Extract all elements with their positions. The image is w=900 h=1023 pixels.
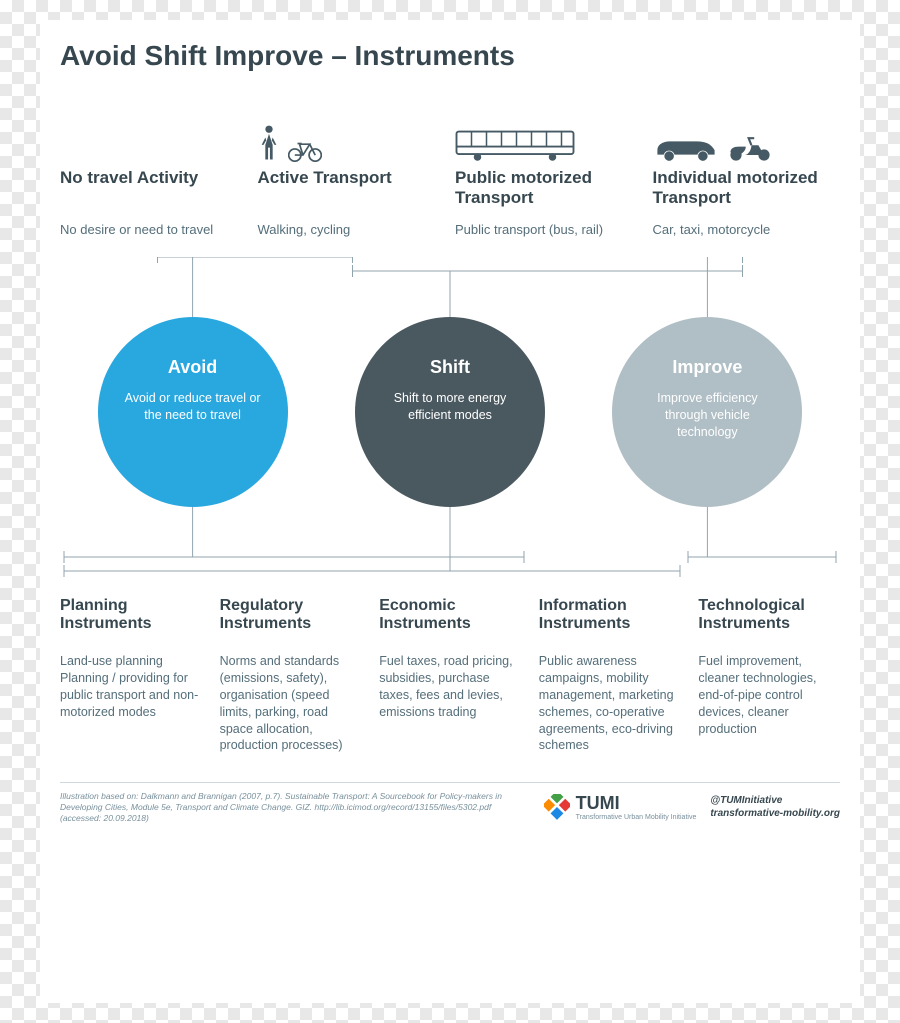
transport-active-sub: Walking, cycling	[258, 222, 446, 237]
transport-active-title: Active Transport	[258, 168, 446, 208]
circle-shift: Shift Shift to more energy efficient mode…	[355, 317, 545, 507]
instr-planning: Planning Instruments Land-use planning P…	[60, 597, 202, 754]
tumi-logo-sub: Transformative Urban Mobility Initiative	[576, 814, 697, 821]
instr-technological-title: Technological Instruments	[698, 597, 840, 637]
circle-avoid-title: Avoid	[120, 357, 266, 378]
tumi-logo: TUMI Transformative Urban Mobility Initi…	[544, 793, 697, 821]
footer: Illustration based on: Dalkmann and Bran…	[60, 782, 840, 823]
transport-public: Public motorized Transport Public transp…	[455, 112, 643, 237]
instr-technological: Technological Instruments Fuel improveme…	[698, 597, 840, 754]
instr-information-title: Information Instruments	[539, 597, 681, 637]
footer-handles: @TUMInitiative transformative-mobility.o…	[710, 794, 840, 820]
walk-bike-icon	[258, 112, 446, 162]
instr-regulatory-body: Norms and standards (emissions, safety),…	[220, 653, 362, 754]
tumi-logo-icon	[544, 794, 570, 820]
diagram-mid: Avoid Avoid or reduce travel or the need …	[60, 257, 840, 587]
circle-improve-title: Improve	[634, 357, 780, 378]
transport-none: No travel Activity No desire or need to …	[60, 112, 248, 237]
transport-row: No travel Activity No desire or need to …	[60, 112, 840, 237]
car-scooter-icon	[653, 112, 841, 162]
instr-regulatory: Regulatory Instruments Norms and standar…	[220, 597, 362, 754]
circle-improve-desc: Improve efficiency through vehicle techn…	[634, 390, 780, 441]
instruments-row: Planning Instruments Land-use planning P…	[60, 597, 840, 754]
instr-economic-title: Economic Instruments	[379, 597, 521, 637]
instr-technological-body: Fuel improvement, cleaner technologies, …	[698, 653, 840, 737]
transport-none-icon	[60, 112, 248, 162]
circle-avoid: Avoid Avoid or reduce travel or the need …	[98, 317, 288, 507]
transport-indiv-sub: Car, taxi, motorcycle	[653, 222, 841, 237]
instr-planning-title: Planning Instruments	[60, 597, 202, 637]
instr-information-body: Public awareness campaigns, mobility man…	[539, 653, 681, 754]
footer-citation: Illustration based on: Dalkmann and Bran…	[60, 791, 530, 823]
instr-regulatory-title: Regulatory Instruments	[220, 597, 362, 637]
instr-economic-body: Fuel taxes, road pricing, subsidies, pur…	[379, 653, 521, 721]
circle-avoid-desc: Avoid or reduce travel or the need to tr…	[120, 390, 266, 424]
page-title: Avoid Shift Improve – Instruments	[60, 40, 840, 72]
circle-improve: Improve Improve efficiency through vehicl…	[612, 317, 802, 507]
transport-active: Active Transport Walking, cycling	[258, 112, 446, 237]
instr-planning-body: Land-use planning Planning / providing f…	[60, 653, 202, 721]
instr-information: Information Instruments Public awareness…	[539, 597, 681, 754]
footer-handle: @TUMInitiative	[710, 794, 840, 807]
instr-economic: Economic Instruments Fuel taxes, road pr…	[379, 597, 521, 754]
circle-shift-title: Shift	[377, 357, 523, 378]
transport-none-title: No travel Activity	[60, 168, 248, 208]
footer-url: transformative-mobility.org	[710, 807, 840, 820]
transport-indiv-title: Individual motorized Transport	[653, 168, 841, 208]
tumi-logo-text: TUMI	[576, 793, 620, 813]
transport-indiv: Individual motorized Transport Car, taxi…	[653, 112, 841, 237]
transport-public-title: Public motorized Transport	[455, 168, 643, 208]
bus-icon	[455, 112, 643, 162]
circle-shift-desc: Shift to more energy efficient modes	[377, 390, 523, 424]
transport-public-sub: Public transport (bus, rail)	[455, 222, 643, 237]
transport-none-sub: No desire or need to travel	[60, 222, 248, 237]
